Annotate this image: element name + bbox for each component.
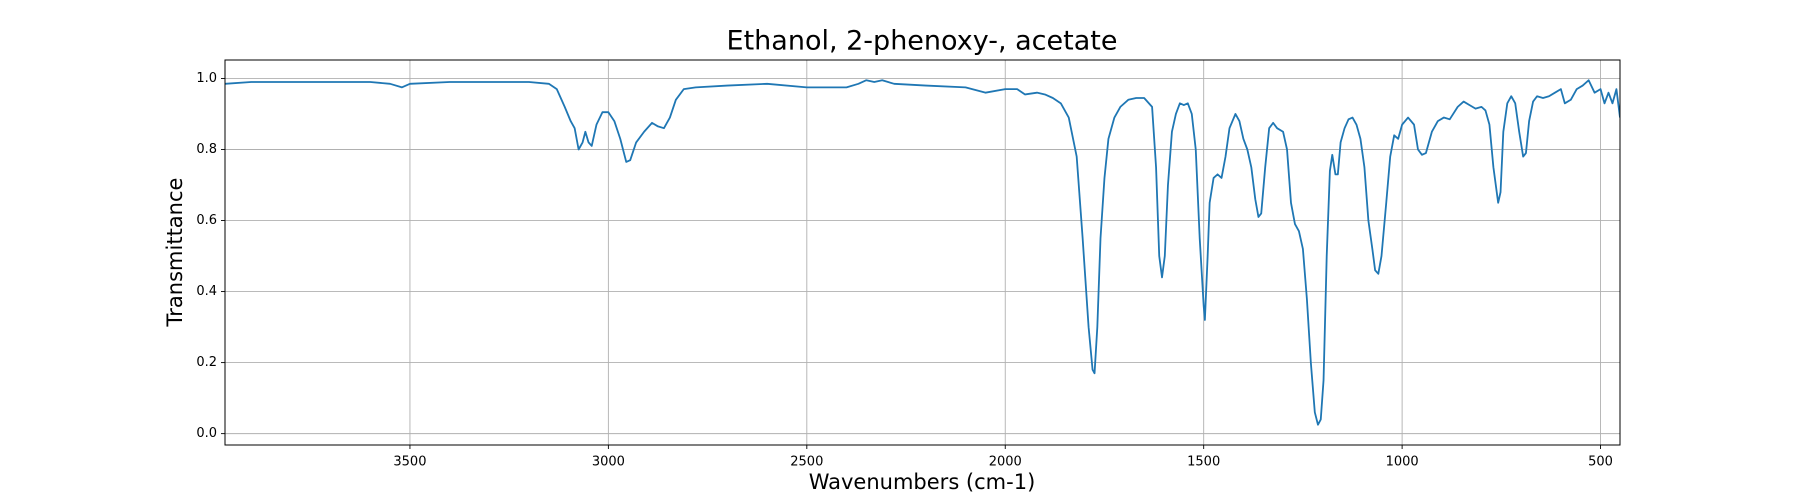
- y-tick-label: 0.6: [196, 213, 217, 228]
- y-tick-label: 0.4: [196, 284, 217, 299]
- plot-area: [225, 79, 1620, 426]
- grid: [225, 60, 1620, 445]
- y-axis-label: Transmittance: [163, 178, 187, 328]
- x-tick-label: 1000: [1386, 455, 1419, 470]
- x-tick-label: 1500: [1187, 455, 1220, 470]
- x-tick-label: 3000: [592, 455, 625, 470]
- y-tick-label: 0.2: [196, 355, 217, 370]
- spectrum-line: [225, 79, 1620, 426]
- y-tick-label: 0.8: [196, 142, 217, 157]
- x-axis-label: Wavenumbers (cm-1): [809, 470, 1036, 494]
- x-tick-label: 500: [1588, 455, 1613, 470]
- x-tick-label: 2000: [989, 455, 1022, 470]
- y-tick-label: 1.0: [196, 71, 217, 86]
- axes-frame: [224, 59, 1621, 446]
- chart-title: Ethanol, 2-phenoxy-, acetate: [727, 26, 1118, 57]
- y-tick-label: 0.0: [196, 426, 217, 441]
- x-tick-label: 3500: [393, 455, 426, 470]
- x-tick-label: 2500: [790, 455, 823, 470]
